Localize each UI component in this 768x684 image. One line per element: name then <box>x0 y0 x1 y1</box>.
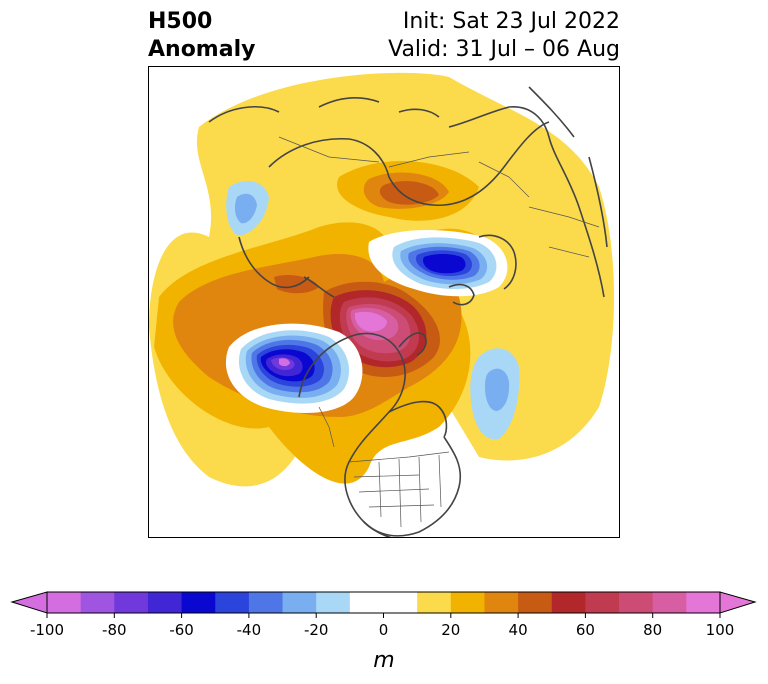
colorbar-tick-label: -20 <box>304 621 329 639</box>
colorbar-segment <box>215 592 250 613</box>
title-field: Anomaly <box>148 37 256 62</box>
colorbar-tick-label: 40 <box>509 621 528 639</box>
colorbar-tick-label: -40 <box>237 621 262 639</box>
title-left: H500 Anomaly <box>148 8 255 64</box>
colorbar-segment <box>248 592 284 613</box>
coastlines <box>208 86 608 537</box>
colorbar-lower-extend-arrow <box>10 591 48 614</box>
colorbar-segment <box>484 592 519 613</box>
negative-contour-20-eastasia <box>234 193 257 224</box>
colorbar-segments <box>47 592 721 613</box>
colorbar-tick-label: -80 <box>102 621 127 639</box>
colorbar-segment <box>652 592 687 613</box>
colorbar-segment <box>518 592 553 613</box>
map-svg <box>149 72 614 537</box>
anomaly-map <box>148 66 620 538</box>
negative-contour-60-barents <box>422 254 466 274</box>
colorbar: -100 -80 -60 -40 -20 0 20 40 60 80 100 m <box>10 591 757 673</box>
colorbar-segment <box>47 592 82 613</box>
colorbar-tick-label: 60 <box>576 621 595 639</box>
init-date: Init: Sat 23 Jul 2022 <box>402 9 620 34</box>
political-borders <box>278 136 600 528</box>
colorbar-segment <box>585 592 620 613</box>
colorbar-tick-label: -100 <box>30 621 64 639</box>
colorbar-segment <box>450 592 485 613</box>
colorbar-tick-label: 80 <box>643 621 662 639</box>
colorbar-segment <box>417 592 452 613</box>
colorbar-upper-extend-arrow <box>719 591 757 614</box>
colorbar-tick-label: -60 <box>169 621 194 639</box>
colorbar-segment <box>114 592 149 613</box>
colorbar-segment <box>282 592 317 613</box>
colorbar-segment <box>181 592 216 613</box>
colorbar-tick-label: 100 <box>706 621 735 639</box>
colorbar-unit-label: m <box>373 648 394 673</box>
colorbar-ticks: -100 -80 -60 -40 -20 0 20 40 60 80 100 <box>30 613 734 639</box>
positive-contour-10-north <box>209 95 453 162</box>
colorbar-segment <box>551 592 586 613</box>
colorbar-segment <box>316 592 351 613</box>
colorbar-tick-label: 0 <box>379 621 389 639</box>
title-right: Init: Sat 23 Jul 2022 Valid: 31 Jul – 06… <box>388 8 620 64</box>
colorbar-segment <box>349 592 384 613</box>
negative-contour-20-eurasia <box>485 368 510 411</box>
negative-contour-90-pacific <box>279 358 290 367</box>
colorbar-segment <box>383 592 418 613</box>
colorbar-tick-label: 20 <box>441 621 460 639</box>
colorbar-segment <box>147 592 183 613</box>
colorbar-segment <box>686 592 721 613</box>
title-variable: H500 <box>148 9 213 34</box>
colorbar-segment <box>80 592 115 613</box>
positive-contour-90 <box>354 311 387 332</box>
colorbar-segment <box>619 592 654 613</box>
valid-range: Valid: 31 Jul – 06 Aug <box>388 37 620 62</box>
